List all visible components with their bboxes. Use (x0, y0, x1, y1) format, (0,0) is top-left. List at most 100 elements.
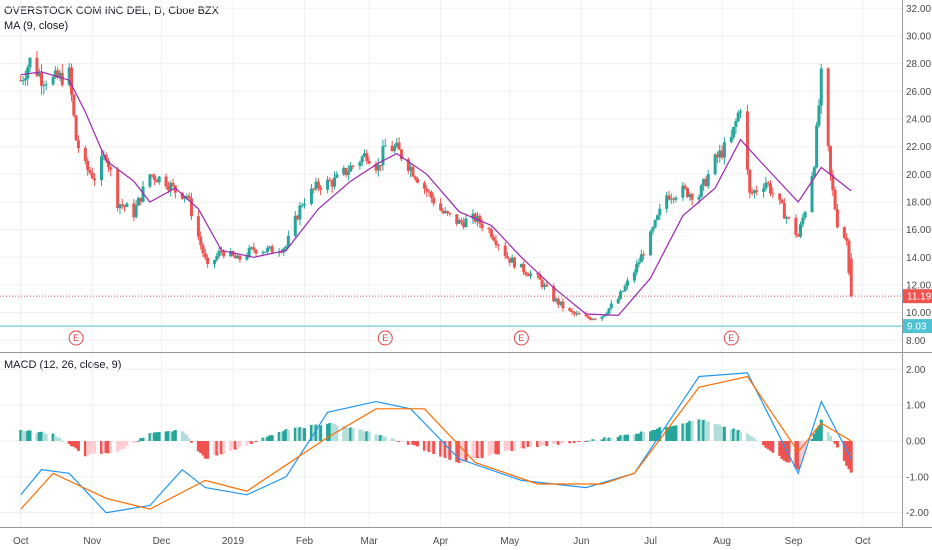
ma-line (20, 71, 852, 317)
macd-hist-bar-30 (116, 441, 120, 452)
macd-hist-bar-82 (282, 430, 286, 441)
candle-body-207 (685, 188, 689, 197)
earnings-marker-label-2: E (518, 333, 524, 343)
support-label: 9.03 (907, 322, 927, 333)
macd-hist-bar-8 (42, 432, 46, 441)
candle-body-96 (328, 179, 332, 181)
macd-hist-bar-183 (607, 437, 611, 441)
candle-body-191 (635, 263, 639, 273)
macd-hist-bar-20 (83, 441, 87, 457)
macd-hist-bar-181 (602, 437, 606, 441)
macd-hist-bar-97 (330, 423, 334, 441)
macd-hist-bar-251 (828, 435, 832, 441)
macd-hist-bar-33 (123, 441, 127, 449)
candle-body-103 (349, 165, 353, 172)
macd-hist-bar-106 (360, 429, 364, 441)
macd-hist-bar-156 (522, 441, 526, 449)
candle-body-159 (529, 273, 533, 277)
candle-body-131 (441, 210, 445, 214)
macd-hist-bar-116 (392, 439, 396, 441)
candle-body-214 (706, 174, 710, 187)
candle-body-228 (752, 190, 756, 194)
time-tick-12: Oct (855, 536, 871, 547)
candle-body-172 (572, 312, 576, 314)
candle-body-74 (254, 249, 258, 254)
macd-hist-bar-52 (185, 435, 189, 441)
candle-body-155 (519, 263, 523, 268)
macd-hist-bar-256 (845, 441, 849, 466)
macd-hist-bar-136 (457, 441, 461, 464)
candle-body-142 (476, 215, 480, 222)
candle-body-185 (616, 298, 620, 304)
candle-body-213 (704, 178, 708, 187)
macd-hist-bar-32 (120, 441, 124, 449)
price-tick-3: 26.00 (906, 87, 931, 98)
candle-body-32 (120, 204, 124, 206)
macd-hist-bar-215 (713, 423, 717, 441)
candle-body-138 (462, 222, 466, 228)
macd-hist-bar-219 (722, 426, 726, 441)
macd-hist-bar-179 (593, 439, 597, 441)
macd-hist-bar-191 (635, 433, 639, 441)
price-tick-11: 10.00 (906, 308, 931, 319)
macd-hist-bar-84 (286, 430, 290, 441)
candle-body-28 (106, 160, 110, 168)
macd-hist-bar-216 (715, 424, 719, 441)
candle-body-22 (88, 169, 92, 173)
candle-body-33 (123, 205, 127, 208)
candle-body-105 (358, 162, 362, 166)
macd-hist-bar-14 (60, 440, 64, 442)
macd-hist-bar-54 (189, 441, 193, 443)
candle-body-175 (584, 314, 588, 317)
candle-body-150 (503, 245, 507, 257)
macd-hist-bar-101 (344, 426, 348, 441)
macd-hist-bar-247 (815, 429, 819, 441)
macd-hist-bar-65 (229, 441, 233, 451)
macd-hist-bar-161 (538, 441, 542, 446)
macd-hist-bar-189 (625, 434, 629, 441)
candle-body-47 (169, 182, 173, 191)
macd-hist-bar-58 (203, 441, 207, 459)
candle-body-91 (312, 188, 316, 190)
candle-body-133 (446, 211, 450, 214)
macd-hist-bar-220 (729, 429, 733, 441)
macd-hist-bar-7 (40, 431, 44, 441)
candle-body-21 (86, 160, 90, 170)
macd-hist-bar-19 (76, 441, 80, 451)
macd-hist-bar-218 (720, 426, 724, 441)
macd-hist-bar-10 (51, 433, 55, 441)
macd-hist-bar-153 (510, 441, 514, 452)
macd-hist-bar-225 (745, 433, 749, 441)
candle-body-90 (309, 188, 313, 204)
price-tick-8: 16.00 (906, 225, 931, 236)
macd-hist-bar-139 (464, 441, 468, 462)
candle-body-222 (734, 121, 738, 128)
time-tick-0: Oct (13, 536, 29, 547)
candle-body-48 (171, 182, 175, 186)
candle-body-92 (314, 181, 318, 190)
macd-hist-bar-53 (187, 438, 191, 441)
candle-body-107 (362, 153, 366, 157)
candle-body-2 (23, 78, 27, 81)
time-tick-8: Jun (573, 536, 589, 547)
candle-body-58 (203, 253, 207, 258)
candle-body-13 (58, 72, 62, 78)
candle-body-189 (625, 280, 629, 286)
price-tick-9: 14.00 (906, 253, 931, 264)
macd-hist-bar-235 (778, 441, 782, 456)
macd-hist-bar-95 (326, 423, 330, 441)
candle-body-216 (715, 154, 719, 158)
candle-body-16 (70, 67, 74, 95)
candle-body-173 (575, 313, 579, 315)
candle-body-203 (672, 198, 676, 200)
macd-hist-bar-194 (642, 432, 646, 441)
macd-hist-bar-176 (586, 440, 590, 442)
macd-line (20, 372, 852, 514)
candle-body-157 (524, 272, 528, 275)
macd-hist-bar-22 (88, 441, 92, 454)
macd-hist-bar-129 (432, 441, 436, 454)
macd-hist-bar-77 (266, 436, 270, 441)
candle-body-258 (849, 258, 853, 297)
candle-body-215 (713, 154, 717, 175)
